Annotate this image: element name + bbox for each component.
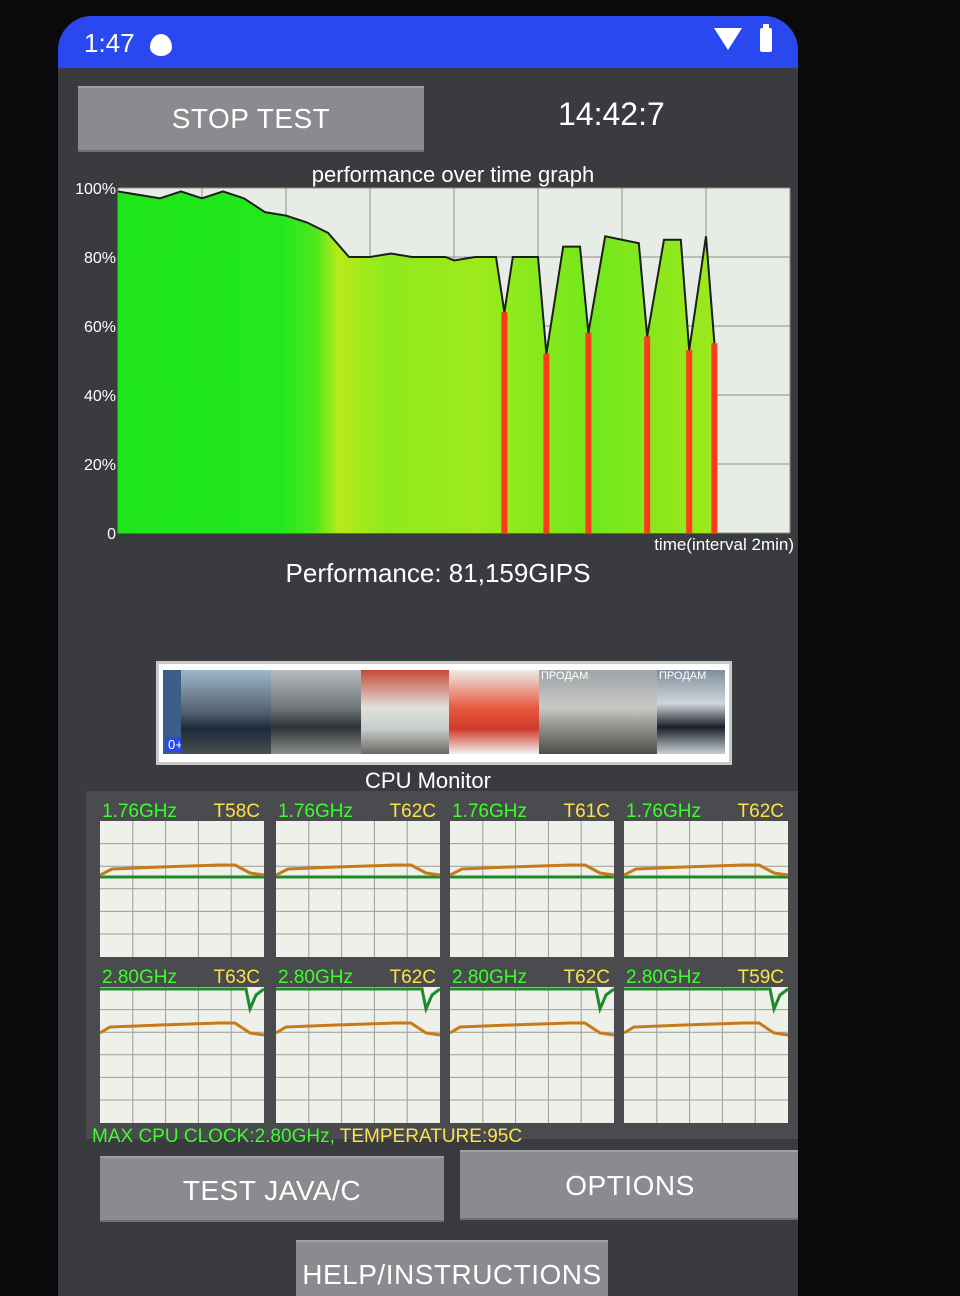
core-clock-line [450,987,614,1015]
ad-tag: ПРОДАМ [659,670,707,682]
cpu-core-1: 1.76GHz T58C [100,801,264,959]
ad-image-4[interactable] [361,670,449,754]
throttle-mark [501,312,508,533]
elapsed-clock: 14:42:7 [558,96,665,132]
age-badge: 0+ [165,737,186,752]
core-frequency: 2.80GHz [452,967,527,988]
ad-image-7[interactable]: ПРОДАМ [657,670,725,754]
battery-icon [760,24,772,52]
core-temp-line [450,1021,614,1037]
max-temperature: TEMPERATURE:95C [339,1126,523,1147]
y-tick-label: 20% [84,457,116,474]
y-tick-label: 80% [84,250,116,267]
core-frequency: 1.76GHz [278,801,353,822]
core-frequency: 2.80GHz [626,967,701,988]
y-tick-label: 0 [107,526,116,543]
core-graph [624,821,788,957]
core-frequency: 1.76GHz [102,801,177,822]
core-temperature: T62C [389,801,436,822]
cpu-monitor: 1.76GHz T58C 1.76GHz T62C 1.76GHz T61C 1… [86,791,798,1139]
cpu-monitor-title: CPU Monitor [365,768,491,793]
performance-chart-svg: 100% 80% 60% 40% 20% 0 time(interval 2min) [75,181,794,554]
core-temperature: T63C [213,967,260,988]
status-bar: 1:47 [58,16,798,68]
core-temperature: T62C [737,801,784,822]
ad-image-1[interactable]: 0+ [163,670,186,754]
core-graph [624,987,788,1123]
core-frequency: 1.76GHz [452,801,527,822]
cpu-core-2: 1.76GHz T62C [276,801,440,959]
core-graph [450,987,614,1123]
core-clock-line [100,987,264,1015]
core-frequency: 2.80GHz [278,967,353,988]
core-frequency: 2.80GHz [102,967,177,988]
performance-graph: 100% 80% 60% 40% 20% 0 time(interval 2min) [58,178,798,563]
cpu-core-3: 1.76GHz T61C [450,801,614,959]
core-clock-line [624,987,788,1015]
throttle-mark [711,343,718,533]
ad-tag: ПРОДАМ [541,670,589,682]
stop-test-button[interactable]: STOP TEST [78,86,424,152]
performance-label: Performance: 81,159GIPS [285,558,591,588]
phone-screen: 1:47 STOP TEST 14:42:7 performance over … [58,16,798,1296]
core-clock-line [276,987,440,1015]
ad-image-5[interactable] [449,670,539,754]
core-temperature: T59C [737,967,784,988]
core-graph [450,821,614,957]
y-tick-label: 100% [75,181,116,198]
help-instructions-button[interactable]: HELP/INSTRUCTIONS [296,1240,608,1296]
core-graph [276,987,440,1123]
core-temperature: T58C [213,801,260,822]
core-graph [100,821,264,957]
core-temp-line [450,863,614,877]
ad-banner[interactable]: 0+ ПРОДАМ ПРОДАМ [156,661,732,765]
y-tick-label: 60% [84,319,116,336]
cpu-core-5: 2.80GHz T63C [100,967,264,1125]
cpu-core-8: 2.80GHz T59C [624,967,788,1125]
test-java-c-button[interactable]: TEST JAVA/C [100,1156,444,1222]
x-axis-label: time(interval 2min) [654,535,794,554]
core-temp-line [276,863,440,877]
core-graph [100,987,264,1123]
performance-area [118,191,715,533]
core-temperature: T62C [563,967,610,988]
core-temperature: T61C [563,801,610,822]
throttle-mark [543,353,550,533]
core-temperature: T62C [389,967,436,988]
wifi-icon [714,28,742,50]
throttle-mark [644,336,651,533]
ad-image-6[interactable]: ПРОДАМ [539,670,657,754]
core-temp-line [100,1021,264,1037]
performance-line [117,190,716,354]
cpu-core-4: 1.76GHz T62C [624,801,788,959]
core-temp-line [100,863,264,877]
throttle-mark [686,350,693,533]
ad-image-3[interactable] [271,670,361,754]
throttle-mark [585,332,592,533]
status-time: 1:47 [84,28,135,58]
max-cpu-clock: MAX CPU CLOCK:2.80GHz, [92,1126,335,1147]
core-temp-line [624,863,788,877]
graph-title: performance over time graph [311,162,595,187]
cpu-core-7: 2.80GHz T62C [450,967,614,1125]
flame-icon [150,34,172,56]
core-graph [276,821,440,957]
core-frequency: 1.76GHz [626,801,701,822]
cpu-core-6: 2.80GHz T62C [276,967,440,1125]
core-temp-line [624,1021,788,1037]
options-button[interactable]: OPTIONS [460,1150,798,1220]
y-tick-label: 40% [84,388,116,405]
ad-image-2[interactable] [181,670,271,754]
cpu-summary: MAX CPU CLOCK:2.80GHz, TEMPERATURE:95C [92,1126,522,1148]
core-temp-line [276,1021,440,1037]
